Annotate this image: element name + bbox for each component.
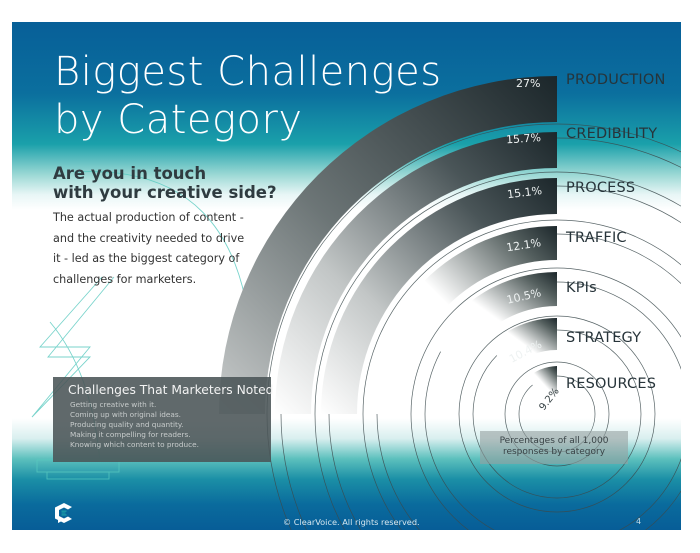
- category-label-strategy: STRATEGY: [566, 330, 642, 346]
- bar-traffic: [369, 226, 557, 414]
- bar-value-production: 27%: [516, 77, 541, 90]
- notes-item: Coming up with original ideas.: [70, 410, 181, 419]
- notes-item: Producing quality and quantity.: [70, 420, 184, 429]
- copyright-footer: © ClearVoice. All rights reserved.: [283, 517, 420, 527]
- slide: Biggest Challenges by Category Are you i…: [12, 22, 681, 530]
- page-title: Biggest Challenges by Category: [54, 48, 442, 144]
- subhead-line-1: Are you in touch: [53, 164, 207, 183]
- category-label-production: PRODUCTION: [566, 72, 666, 88]
- bar-process: [321, 178, 557, 414]
- category-label-credibility: CREDIBILITY: [566, 126, 658, 142]
- page-number: 4: [636, 517, 642, 526]
- bar-strategy: [488, 317, 557, 369]
- bar-resources: [527, 366, 557, 399]
- bar-credibility: [275, 132, 557, 414]
- clearvoice-logo-icon: [55, 503, 72, 523]
- notes-item: Getting creative with it.: [70, 400, 157, 409]
- category-label-kpis: KPIs: [566, 280, 597, 296]
- bar-kpis: [432, 272, 557, 363]
- notes-item: Making it compelling for readers.: [70, 430, 191, 439]
- bar-value-credibility: 15.7%: [505, 131, 542, 147]
- category-label-resources: RESOURCES: [566, 376, 657, 392]
- category-label-traffic: TRAFFIC: [566, 230, 627, 246]
- notes-title: Challenges That Marketers Noted: [68, 383, 274, 397]
- body-paragraph: The actual production of content - and t…: [53, 211, 245, 286]
- subheading: Are you in touch with your creative side…: [53, 164, 277, 202]
- title-line-2: by Category: [54, 97, 303, 143]
- notes-list: Getting creative with it. Coming up with…: [68, 400, 271, 450]
- subhead-line-2: with your creative side?: [53, 183, 277, 202]
- chart-caption: Percentages of all 1,000 responses by ca…: [480, 431, 628, 464]
- title-line-1: Biggest Challenges: [54, 49, 442, 95]
- challenges-notes-box: Challenges That Marketers Noted Getting …: [53, 377, 274, 462]
- category-label-process: PROCESS: [566, 180, 636, 196]
- notes-item: Knowing which content to produce.: [70, 440, 199, 449]
